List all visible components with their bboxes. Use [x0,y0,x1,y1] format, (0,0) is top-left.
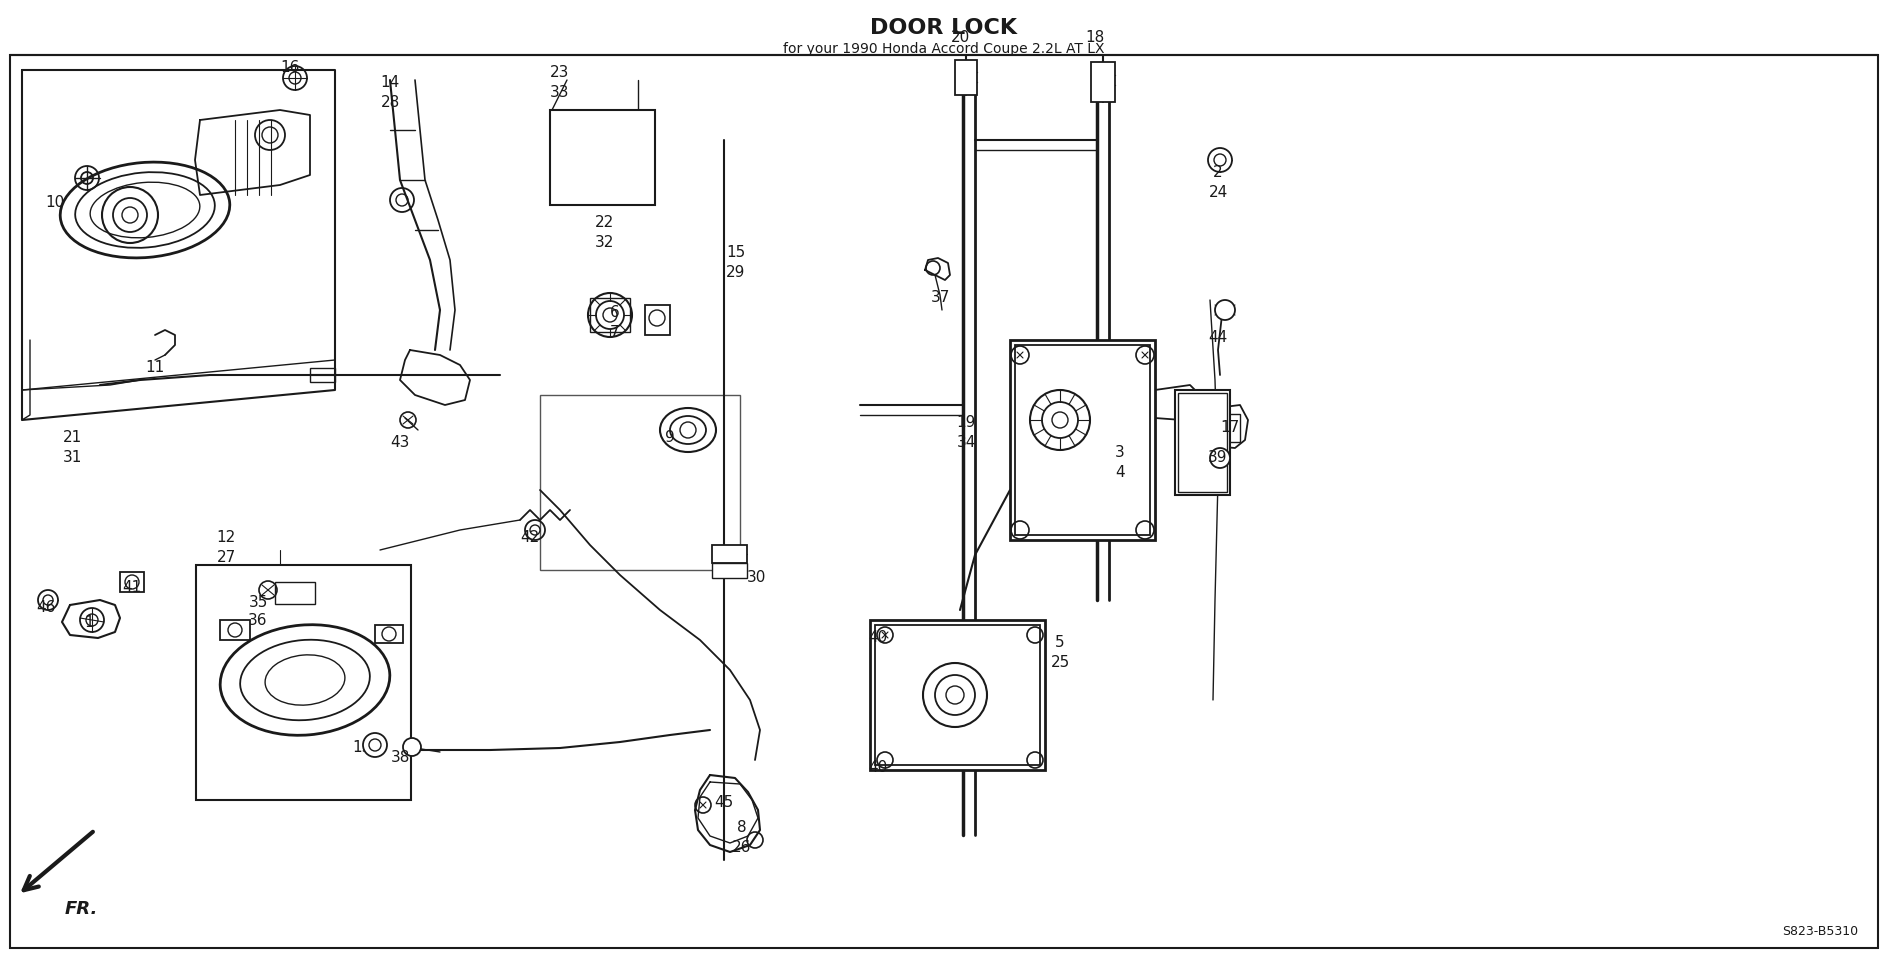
Text: 13: 13 [353,740,372,755]
Bar [221,620,249,640]
Ellipse shape [1216,300,1235,320]
Text: 35: 35 [249,595,268,610]
Bar [549,110,655,205]
Bar [874,625,1040,765]
Ellipse shape [923,663,987,727]
Text: 12: 12 [217,530,236,545]
Text: 30: 30 [746,570,767,585]
Text: 16: 16 [279,60,300,75]
Bar [276,582,315,604]
Bar [870,620,1044,770]
Bar [712,545,748,563]
Ellipse shape [1052,412,1069,428]
Text: 28: 28 [379,95,400,110]
Bar [1010,340,1155,540]
Ellipse shape [1214,154,1225,166]
Bar [1205,414,1240,442]
Text: 5: 5 [1055,635,1065,650]
Text: 21: 21 [62,430,81,445]
Bar [589,298,631,332]
Ellipse shape [1208,148,1233,172]
Text: 43: 43 [391,435,410,450]
Text: 40: 40 [868,630,887,645]
Bar [121,572,143,592]
Text: 23: 23 [549,65,570,80]
Bar [559,118,648,197]
Text: 20: 20 [950,30,970,45]
Bar [1178,393,1227,492]
Text: 44: 44 [1208,330,1227,345]
Text: 1: 1 [85,615,94,630]
Text: 3: 3 [1116,445,1125,460]
Text: 42: 42 [521,530,540,545]
Bar [310,368,334,382]
Text: 40: 40 [868,760,887,775]
Bar [646,305,670,335]
Ellipse shape [1042,402,1078,438]
Text: 38: 38 [391,750,410,765]
Text: 39: 39 [1208,450,1227,465]
Text: FR.: FR. [64,900,98,918]
Text: 31: 31 [62,450,81,465]
Ellipse shape [264,655,346,705]
Bar [196,565,412,800]
Bar [376,625,402,643]
Ellipse shape [240,640,370,720]
Ellipse shape [402,738,421,756]
Text: 17: 17 [1220,420,1240,435]
Text: 6: 6 [610,305,619,320]
Text: 24: 24 [1208,185,1227,200]
Text: 41: 41 [123,580,142,595]
Bar [1174,390,1229,495]
Text: 2: 2 [1214,165,1223,180]
Text: 10: 10 [45,195,64,210]
Text: 29: 29 [727,265,746,280]
Text: 45: 45 [714,795,734,810]
Text: S823-B5310: S823-B5310 [1782,925,1858,938]
Text: 27: 27 [217,550,236,565]
Text: 7: 7 [610,325,619,340]
Text: 14: 14 [379,75,400,90]
Text: 9: 9 [665,430,674,445]
Text: 26: 26 [733,840,751,855]
Text: 36: 36 [247,613,268,628]
Bar [1016,345,1150,535]
Ellipse shape [946,686,965,704]
Text: 22: 22 [595,215,615,230]
Text: 15: 15 [727,245,746,260]
Ellipse shape [1031,390,1089,450]
Bar [712,563,748,578]
Text: for your 1990 Honda Accord Coupe 2.2L AT LX: for your 1990 Honda Accord Coupe 2.2L AT… [784,42,1104,56]
Bar [540,395,740,570]
Text: 33: 33 [549,85,570,100]
Text: 37: 37 [931,290,950,305]
Text: 8: 8 [736,820,748,835]
Ellipse shape [1210,448,1229,468]
Text: 18: 18 [1086,30,1104,45]
Text: 32: 32 [595,235,615,250]
Text: 25: 25 [1050,655,1070,670]
Text: 4: 4 [1116,465,1125,480]
Bar [1091,62,1116,102]
Text: 19: 19 [957,415,976,430]
Ellipse shape [935,675,974,715]
Text: DOOR LOCK: DOOR LOCK [870,18,1018,38]
Text: 46: 46 [36,600,55,615]
Ellipse shape [221,625,389,736]
Ellipse shape [38,590,59,610]
Text: 11: 11 [145,360,164,375]
Bar [955,60,976,95]
Text: 34: 34 [957,435,976,450]
Ellipse shape [362,733,387,757]
